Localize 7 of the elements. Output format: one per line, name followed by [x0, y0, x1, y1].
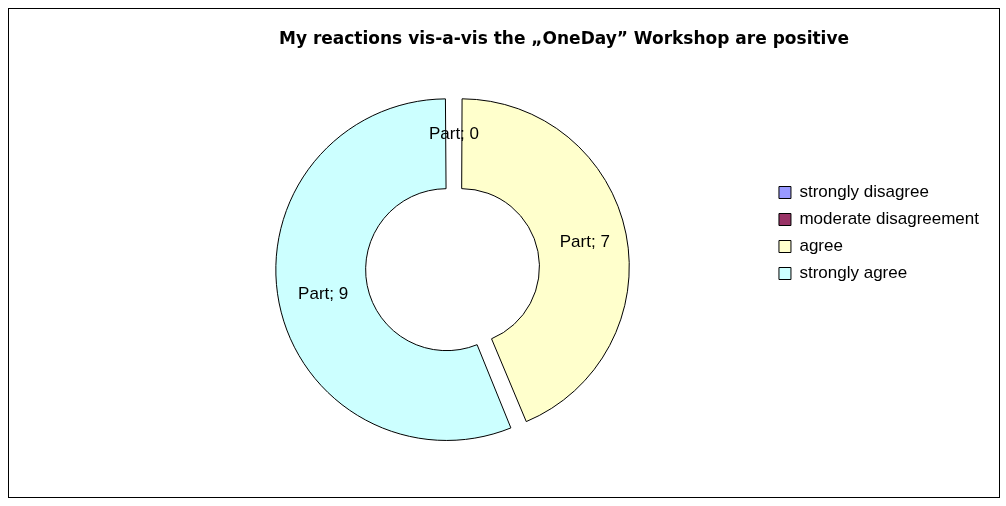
chart-title: My reactions vis-a-vis the „OneDay” Workshop are positive [278, 27, 850, 48]
legend-label: moderate disagreement [799, 209, 980, 229]
legend-label: agree [799, 236, 843, 256]
legend-label: strongly disagree [799, 182, 929, 202]
data-label: Part; 9 [298, 283, 349, 303]
legend-label: strongly agree [799, 263, 908, 283]
data-label: Part; 7 [559, 231, 610, 251]
